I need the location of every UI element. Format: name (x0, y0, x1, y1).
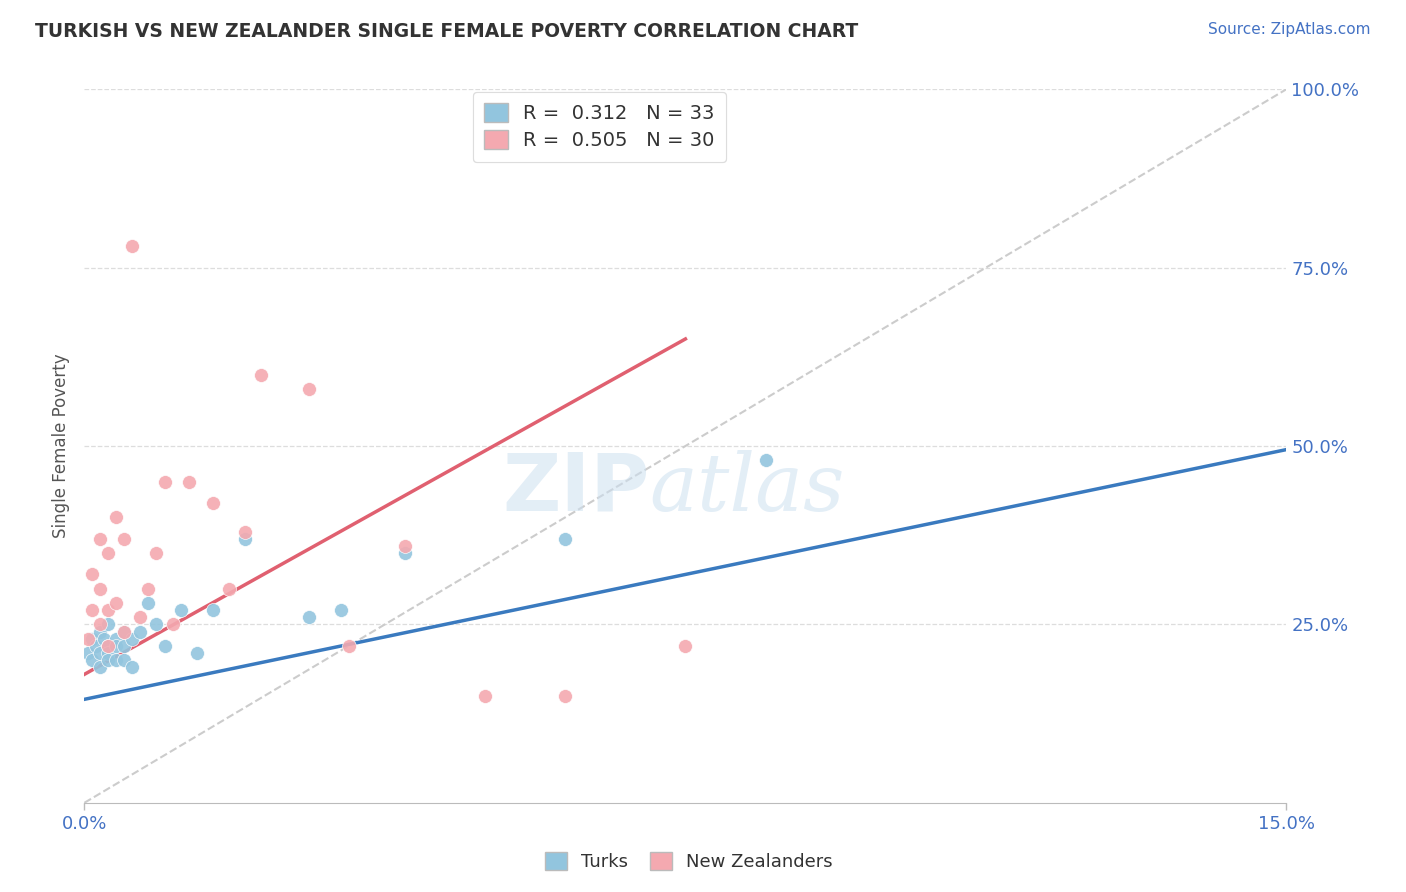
Point (145, 617, 167, 632)
Point (97, 617, 120, 632)
Point (145, 546, 167, 560)
Point (153, 639, 176, 653)
Point (97, 639, 120, 653)
Point (114, 653, 135, 667)
Point (337, 639, 360, 653)
Point (89, 532, 111, 546)
Point (114, 624, 135, 639)
Point (138, 596, 160, 610)
Point (114, 624, 135, 639)
Point (554, 532, 576, 546)
Point (97, 639, 120, 653)
Point (249, 368, 271, 382)
Point (153, 475, 176, 489)
Point (89, 660, 111, 674)
Point (82, 603, 104, 617)
Point (169, 603, 191, 617)
Point (121, 239, 143, 253)
Point (97, 603, 120, 617)
Point (177, 475, 200, 489)
Point (755, 453, 778, 467)
Point (86, 639, 108, 653)
Y-axis label: Single Female Poverty: Single Female Poverty (52, 354, 70, 538)
Text: Source: ZipAtlas.com: Source: ZipAtlas.com (1208, 22, 1371, 37)
Point (82, 632, 104, 646)
Point (82, 653, 104, 667)
Point (233, 532, 256, 546)
Point (121, 660, 143, 674)
Point (77, 632, 100, 646)
Text: atlas: atlas (650, 450, 845, 527)
Point (138, 582, 160, 596)
Point (97, 653, 120, 667)
Point (218, 582, 240, 596)
Point (121, 632, 143, 646)
Point (82, 567, 104, 582)
Point (77, 646, 100, 660)
Legend: Turks, New Zealanders: Turks, New Zealanders (538, 846, 839, 879)
Point (554, 689, 576, 703)
Point (329, 603, 352, 617)
Point (201, 603, 224, 617)
Text: ZIP: ZIP (502, 450, 650, 528)
Point (394, 539, 416, 553)
Point (105, 596, 128, 610)
Point (105, 639, 128, 653)
Point (114, 532, 135, 546)
Point (201, 496, 224, 510)
Point (97, 646, 120, 660)
Point (97, 546, 120, 560)
Point (129, 610, 152, 624)
Point (89, 646, 111, 660)
Legend: R =  0.312   N = 33, R =  0.505   N = 30: R = 0.312 N = 33, R = 0.505 N = 30 (472, 92, 727, 161)
Point (114, 639, 135, 653)
Point (233, 524, 256, 539)
Point (474, 689, 496, 703)
Point (298, 382, 321, 396)
Point (105, 653, 128, 667)
Point (105, 632, 128, 646)
Point (89, 624, 111, 639)
Point (186, 646, 208, 660)
Point (89, 617, 111, 632)
Point (93, 632, 115, 646)
Text: TURKISH VS NEW ZEALANDER SINGLE FEMALE POVERTY CORRELATION CHART: TURKISH VS NEW ZEALANDER SINGLE FEMALE P… (35, 22, 859, 41)
Point (105, 510, 128, 524)
Point (89, 582, 111, 596)
Point (675, 639, 697, 653)
Point (162, 617, 184, 632)
Point (298, 610, 321, 624)
Point (129, 624, 152, 639)
Point (394, 546, 416, 560)
